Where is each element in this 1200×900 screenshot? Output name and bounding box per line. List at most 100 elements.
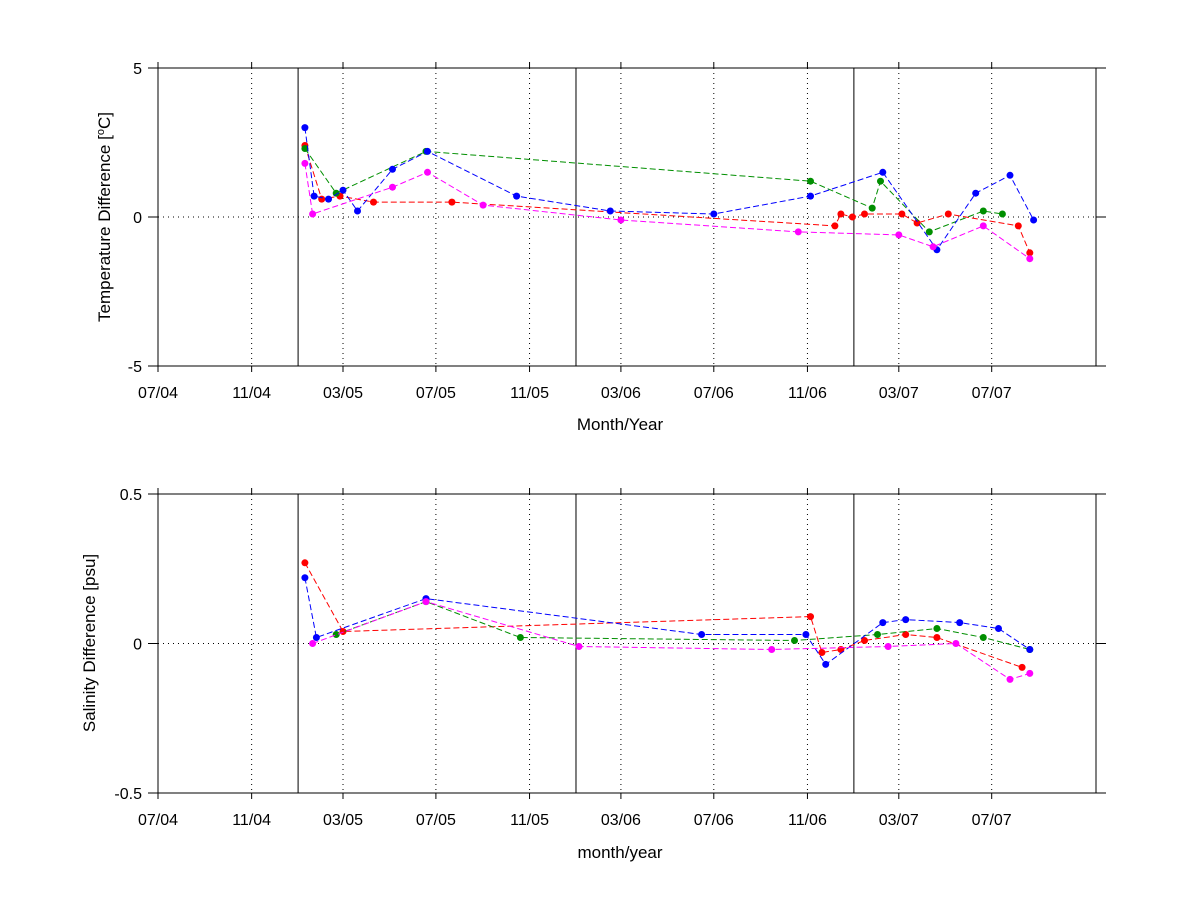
x-tick-label: 11/04: [232, 812, 271, 829]
temperature-y-axis-unit: C]: [95, 112, 114, 129]
data-point: [979, 207, 987, 215]
x-tick-label: 03/06: [601, 385, 641, 402]
data-point: [837, 210, 845, 218]
series-trace: [336, 601, 1030, 650]
data-point: [332, 631, 340, 638]
series-trace: [304, 145, 1031, 253]
data-point: [617, 216, 625, 224]
data-point: [791, 637, 798, 644]
data-point: [301, 559, 309, 567]
x-tick-label: 03/05: [323, 385, 363, 402]
data-point: [807, 192, 814, 200]
temperature-x-ticks: 07/04 11/04 03/05 07/05 11/05 03/06 07/06 11/06…: [138, 62, 1012, 402]
data-point: [339, 186, 347, 194]
temperature-y-axis-unit-superscript: o: [95, 129, 107, 135]
data-point: [868, 204, 876, 212]
data-point: [389, 165, 396, 173]
data-point: [1030, 216, 1038, 224]
data-point: [301, 574, 309, 582]
salinity-panel: -0.500.5 07/04 11/04 03/05 07/05 11/05 03/06 0…: [80, 487, 1106, 862]
data-point: [310, 192, 318, 200]
salinity-y-ticks: -0.5 0 0.5: [114, 487, 1106, 803]
data-point: [309, 210, 317, 218]
data-point: [1026, 249, 1034, 257]
temperature-y-axis-title: Temperature Difference [oC]: [95, 112, 114, 322]
data-point: [389, 183, 396, 191]
series-trace: [312, 601, 1030, 680]
x-tick-label: 11/04: [232, 385, 271, 402]
y-tick-label: 5: [133, 61, 142, 78]
data-point: [1018, 663, 1026, 671]
series-1: [301, 145, 1006, 236]
y-tick-label: -5: [128, 359, 142, 376]
data-point: [874, 631, 881, 638]
y-tick-label: 0: [133, 210, 142, 227]
data-point: [794, 228, 802, 236]
data-point: [902, 616, 910, 624]
data-point: [877, 177, 884, 185]
data-point: [879, 168, 887, 176]
data-point: [448, 198, 456, 206]
temperature-panel: -5 0 5 07/04 11/04 03/05 07/05 11/05 03/06 07/06…: [95, 61, 1106, 434]
x-tick-label: 07/04: [138, 385, 178, 402]
data-point: [1026, 669, 1034, 677]
data-point: [710, 210, 718, 218]
data-point: [301, 124, 309, 132]
data-point: [822, 660, 830, 668]
data-point: [1026, 646, 1034, 653]
data-point: [895, 231, 903, 239]
data-point: [318, 195, 326, 203]
data-point: [1006, 171, 1014, 179]
temperature-y-axis-label-text: Temperature Difference [: [95, 135, 114, 322]
data-point: [879, 619, 887, 627]
temperature-y-ticks: -5 0 5: [128, 61, 1106, 376]
x-tick-label: 07/06: [694, 385, 734, 402]
data-point: [884, 643, 892, 650]
data-point: [956, 619, 964, 627]
x-tick-label: 11/06: [788, 385, 827, 402]
x-tick-label: 03/07: [879, 812, 919, 829]
x-tick-label: 07/04: [138, 812, 178, 829]
series-2: [301, 124, 1038, 254]
data-point: [301, 159, 309, 167]
data-point: [698, 631, 706, 638]
data-point: [513, 192, 521, 200]
data-point: [354, 207, 361, 215]
data-point: [929, 243, 937, 251]
data-point: [370, 198, 377, 206]
salinity-x-axis-title: month/year: [577, 843, 662, 862]
data-point: [422, 598, 430, 606]
data-point: [1026, 255, 1034, 263]
x-tick-label: 03/05: [323, 812, 363, 829]
temperature-series: [301, 124, 1038, 263]
data-point: [952, 640, 960, 647]
data-point: [1014, 222, 1022, 230]
data-point: [325, 195, 332, 203]
data-point: [807, 613, 814, 621]
data-point: [309, 640, 317, 647]
data-point: [768, 646, 776, 653]
data-point: [972, 189, 980, 197]
data-point: [807, 177, 814, 185]
data-point: [516, 634, 524, 641]
y-tick-label: -0.5: [114, 786, 142, 803]
data-point: [479, 201, 487, 209]
x-tick-label: 11/06: [788, 812, 827, 829]
x-tick-label: 07/05: [416, 812, 456, 829]
x-tick-label: 07/07: [972, 812, 1012, 829]
data-point: [831, 222, 839, 230]
data-point: [979, 634, 987, 641]
x-tick-label: 11/05: [510, 385, 549, 402]
data-point: [301, 145, 309, 152]
data-point: [902, 631, 910, 638]
x-tick-label: 11/05: [510, 812, 549, 829]
data-point: [575, 643, 583, 650]
data-point: [424, 168, 431, 176]
series-trace: [304, 127, 1035, 251]
data-point: [606, 207, 614, 215]
y-tick-label: 0.5: [120, 487, 142, 504]
data-point: [998, 210, 1006, 218]
data-point: [1006, 675, 1014, 683]
x-tick-label: 07/07: [972, 385, 1012, 402]
